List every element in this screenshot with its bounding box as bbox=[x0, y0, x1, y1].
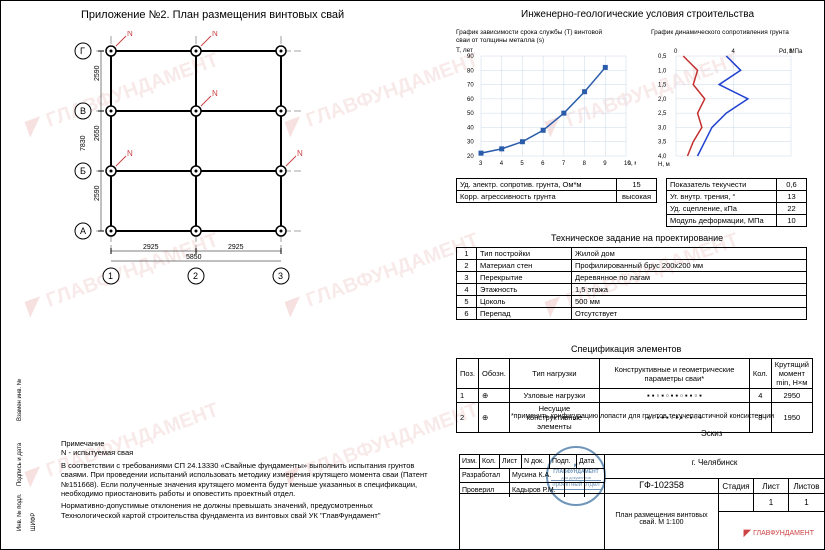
geo-conditions-title: Инженерно-геологические условия строител… bbox=[521, 9, 754, 20]
title-block: Изм.Кол.ЛистN док.Подп.Дата РазработалМу… bbox=[459, 454, 824, 549]
tb-dev-date bbox=[585, 469, 603, 482]
tb-izm: Изм. bbox=[460, 455, 480, 468]
svg-text:20: 20 bbox=[467, 154, 474, 160]
page-frame: ГЛАВФУНДАМЕНТ ГЛАВФУНДАМЕНТ ГЛАВФУНДАМЕН… bbox=[0, 0, 825, 550]
tb-list: Лист bbox=[500, 455, 522, 468]
tb-data: Дата bbox=[577, 455, 603, 468]
svg-text:s, мм: s, мм bbox=[628, 161, 636, 167]
svg-text:H, м: H, м bbox=[658, 162, 670, 168]
notes-block: Примечание N - испытуемая свая В соответ… bbox=[61, 439, 431, 520]
tb-developer-role: Разработал bbox=[460, 469, 510, 482]
svg-text:7830: 7830 bbox=[80, 135, 87, 151]
notes-para-2: Нормативно-допустимые отклонения не долж… bbox=[61, 501, 431, 520]
svg-text:2590: 2590 bbox=[94, 65, 101, 81]
svg-text:3,5: 3,5 bbox=[658, 140, 667, 146]
svg-text:8: 8 bbox=[583, 161, 587, 167]
notes-para-1: В соответствии с требованиями СП 24.1333… bbox=[61, 461, 431, 499]
tb-drawing-title: План размещения винтовых свай. М 1:100 bbox=[605, 494, 719, 550]
svg-text:0,5: 0,5 bbox=[658, 54, 667, 60]
svg-text:2590: 2590 bbox=[94, 185, 101, 201]
sketch-title: Эскиз bbox=[701, 429, 722, 438]
svg-text:7: 7 bbox=[562, 161, 566, 167]
svg-text:3: 3 bbox=[479, 161, 483, 167]
svg-text:Г: Г bbox=[80, 46, 85, 56]
svg-text:График динамического сопротивл: График динамического сопротивления грунт… bbox=[651, 29, 789, 36]
svg-text:6: 6 bbox=[541, 161, 545, 167]
soil-resistance-chart: График динамического сопротивления грунт… bbox=[651, 26, 806, 171]
svg-text:3,0: 3,0 bbox=[658, 125, 667, 131]
company-logo: ГЛАВФУНДАМЕНТ bbox=[743, 528, 814, 539]
svg-text:Б: Б bbox=[80, 166, 86, 176]
notes-n-legend: N - испытуемая свая bbox=[61, 448, 431, 457]
tb-stage-v bbox=[719, 494, 754, 511]
svg-text:40: 40 bbox=[467, 125, 474, 131]
svg-text:70: 70 bbox=[467, 83, 474, 89]
svg-text:90: 90 bbox=[467, 54, 474, 60]
tb-ndoc: N док. bbox=[522, 455, 550, 468]
tb-city: г. Челябинск bbox=[605, 455, 824, 479]
svg-text:5850: 5850 bbox=[186, 254, 202, 261]
tb-code: ГФ-102358 bbox=[605, 479, 719, 493]
tb-dev-sign bbox=[565, 469, 585, 482]
soil-electrical-table: Уд. электр. сопротив. грунта, Ом*м15Корр… bbox=[456, 178, 657, 203]
tb-sheet-h: Лист bbox=[754, 479, 789, 493]
svg-text:2650: 2650 bbox=[94, 125, 101, 141]
svg-text:N: N bbox=[297, 149, 303, 158]
svg-text:2925: 2925 bbox=[143, 244, 159, 251]
tb-sheet-v: 1 bbox=[754, 494, 789, 511]
svg-text:N: N bbox=[127, 31, 133, 38]
design-brief-table: 1Тип постройкиЖилой дом2Материал стенПро… bbox=[456, 247, 807, 320]
svg-text:А: А bbox=[80, 226, 86, 236]
main-title: Приложение №2. План размещения винтовых … bbox=[81, 9, 344, 21]
svg-text:4: 4 bbox=[732, 49, 736, 55]
soil-properties-table: Показатель текучести0,6Уг. внутр. трения… bbox=[666, 178, 807, 227]
tb-stage-h: Стадия bbox=[719, 479, 754, 493]
specification-title: Спецификация элементов bbox=[571, 344, 681, 354]
notes-heading: Примечание bbox=[61, 439, 431, 448]
svg-text:30: 30 bbox=[467, 140, 474, 146]
svg-text:В: В bbox=[80, 106, 86, 116]
svg-text:1,0: 1,0 bbox=[658, 68, 667, 74]
side-label-1: Взамен инв. № bbox=[17, 379, 23, 421]
svg-text:1,5: 1,5 bbox=[658, 83, 667, 89]
svg-text:0: 0 bbox=[674, 49, 678, 55]
tb-podp: Подп. bbox=[550, 455, 577, 468]
svg-text:3: 3 bbox=[278, 271, 283, 281]
svg-text:N: N bbox=[127, 149, 133, 158]
specification-footnote: *применить конфигурацию лопасти для грун… bbox=[511, 413, 774, 420]
side-label-4: ШИФР bbox=[31, 513, 37, 531]
svg-text:2,0: 2,0 bbox=[658, 97, 667, 103]
svg-text:60: 60 bbox=[467, 97, 474, 103]
svg-text:1: 1 bbox=[108, 271, 113, 281]
svg-text:График зависимости срока служб: График зависимости срока службы (T) винт… bbox=[456, 28, 602, 36]
side-label-3: Инв. № подл. bbox=[17, 494, 23, 531]
svg-text:80: 80 bbox=[467, 68, 474, 74]
svg-text:5: 5 bbox=[520, 161, 524, 167]
svg-text:9: 9 bbox=[603, 161, 607, 167]
svg-text:50: 50 bbox=[467, 111, 474, 117]
design-brief-title: Техническое задание на проектирование bbox=[551, 233, 723, 243]
tb-developer-name: Мусина К.А. bbox=[510, 469, 565, 482]
pile-plan-drawing: N N N N N Г В Б А 1 2 3 2925 2925 5850 2590 2650 2590 7830 bbox=[61, 31, 361, 311]
svg-text:2: 2 bbox=[193, 271, 198, 281]
svg-text:2,5: 2,5 bbox=[658, 111, 667, 117]
tb-sheets-h: Листов bbox=[789, 479, 824, 493]
svg-text:N: N bbox=[212, 89, 218, 98]
svg-text:2925: 2925 bbox=[228, 244, 244, 251]
svg-text:сваи от толщины металла (s): сваи от толщины металла (s) bbox=[456, 37, 544, 44]
specification-table: Поз.Обозн.Тип нагрузкиКонструктивные и г… bbox=[456, 358, 813, 433]
service-life-chart: График зависимости срока службы (T) винт… bbox=[456, 26, 636, 171]
side-label-2: Подпись и дата bbox=[17, 443, 23, 486]
svg-text:4: 4 bbox=[500, 161, 504, 167]
svg-text:Pd, МПа: Pd, МПа bbox=[779, 49, 803, 55]
svg-text:N: N bbox=[212, 31, 218, 38]
svg-text:4,0: 4,0 bbox=[658, 154, 667, 160]
tb-sheets-v: 1 bbox=[789, 494, 824, 511]
tb-kol: Кол. bbox=[480, 455, 500, 468]
svg-text:T, лет: T, лет bbox=[456, 47, 473, 54]
